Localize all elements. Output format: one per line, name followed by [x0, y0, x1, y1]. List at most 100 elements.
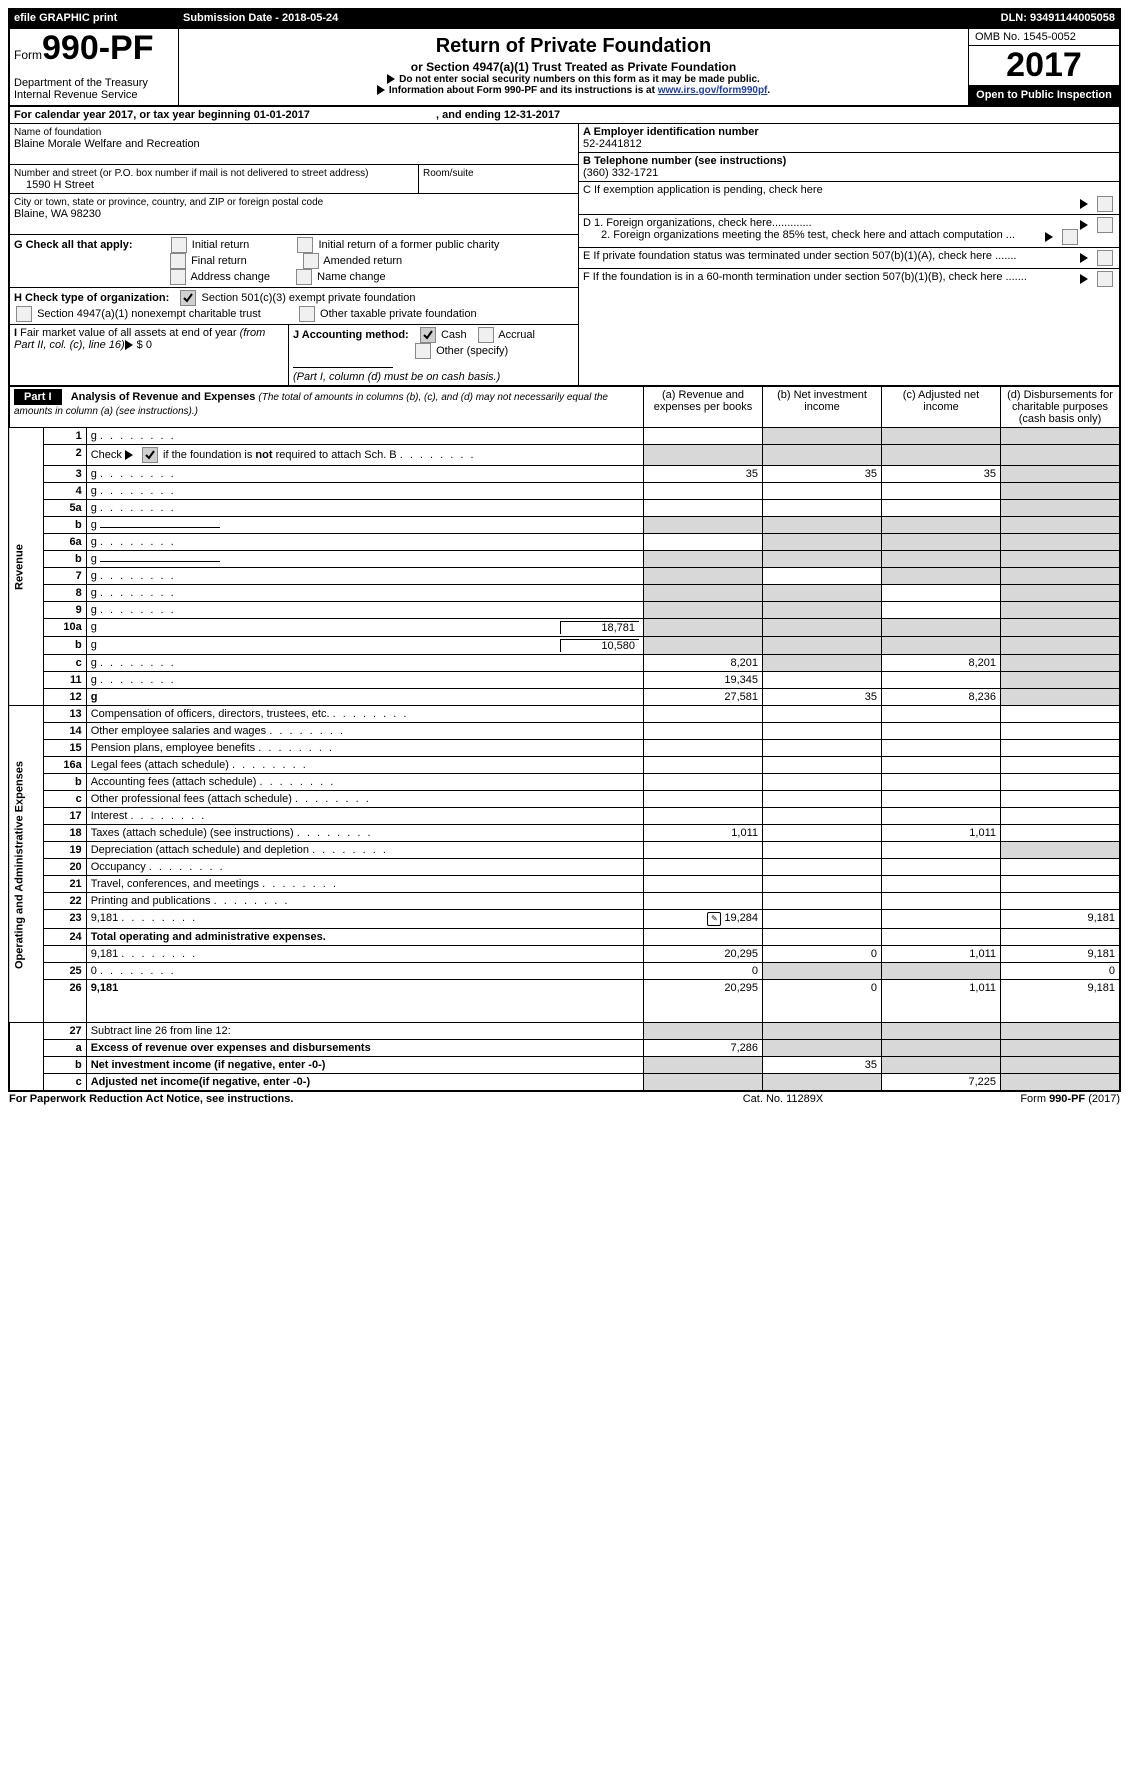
value-cell	[644, 483, 763, 500]
checkbox-e[interactable]	[1097, 250, 1113, 266]
irs-link[interactable]: www.irs.gov/form990pf	[658, 85, 768, 96]
line-desc: g	[86, 534, 643, 551]
value-cell	[882, 517, 1001, 534]
value-cell: 8,201	[882, 655, 1001, 672]
city-state: City or town, state or province, country…	[9, 194, 579, 235]
value-cell	[1001, 517, 1121, 534]
value-cell	[644, 619, 763, 637]
value-cell	[644, 428, 763, 445]
checkbox-c[interactable]	[1097, 196, 1113, 212]
section-g: G Check all that apply: Initial return I…	[9, 235, 579, 288]
revenue-label: Revenue	[9, 428, 43, 706]
footer-left: For Paperwork Reduction Act Notice, see …	[8, 1092, 685, 1106]
value-cell	[644, 500, 763, 517]
submission-date: Submission Date - 2018-05-24	[179, 9, 448, 27]
line-num: 5a	[43, 500, 86, 517]
checkbox-cash[interactable]	[420, 327, 436, 343]
value-cell: 19,345	[644, 672, 763, 689]
value-cell	[763, 585, 882, 602]
checkbox-d2[interactable]	[1062, 229, 1078, 245]
value-cell	[644, 585, 763, 602]
form-header: Form990-PF Department of the Treasury In…	[8, 28, 1121, 107]
value-cell: 27,581	[644, 689, 763, 706]
checkbox-f[interactable]	[1097, 271, 1113, 287]
part1-header: Part I Analysis of Revenue and Expenses …	[9, 387, 644, 428]
form-title-cell: Return of Private Foundation or Section …	[179, 29, 969, 107]
checkbox-h3[interactable]	[299, 306, 315, 322]
line-desc: g	[86, 500, 643, 517]
value-cell: 35	[763, 689, 882, 706]
value-cell	[644, 637, 763, 655]
line-num: 11	[43, 672, 86, 689]
value-cell: 8,236	[882, 689, 1001, 706]
line-desc: g	[86, 585, 643, 602]
right-info-column: A Employer identification number52-24418…	[579, 124, 1121, 386]
line-num: 7	[43, 568, 86, 585]
value-cell	[882, 534, 1001, 551]
value-cell	[763, 655, 882, 672]
value-cell	[882, 619, 1001, 637]
line-desc: g	[86, 517, 643, 534]
value-cell	[763, 568, 882, 585]
line-num: b	[43, 637, 86, 655]
line-desc: g	[86, 551, 643, 568]
checkbox-d1[interactable]	[1097, 217, 1113, 233]
year-box: OMB No. 1545-0052 2017 Open to Public In…	[969, 29, 1121, 107]
value-cell	[763, 500, 882, 517]
value-cell	[1001, 500, 1121, 517]
col-a: (a) Revenue and expenses per books	[644, 387, 763, 428]
attachment-icon[interactable]: ✎	[707, 912, 721, 926]
value-cell	[1001, 466, 1121, 483]
line-desc: g	[86, 428, 643, 445]
section-h-i-j: H Check type of organization: Section 50…	[9, 288, 579, 386]
value-cell	[763, 428, 882, 445]
line-desc: g	[86, 655, 643, 672]
value-cell	[763, 672, 882, 689]
value-cell	[644, 602, 763, 619]
footer: For Paperwork Reduction Act Notice, see …	[8, 1092, 1121, 1106]
value-cell: 35	[882, 466, 1001, 483]
checkbox-accrual[interactable]	[478, 327, 494, 343]
value-cell	[1001, 445, 1121, 466]
line-desc: g	[86, 483, 643, 500]
checkbox-h2[interactable]	[16, 306, 32, 322]
value-cell	[882, 428, 1001, 445]
dln: DLN: 93491144005058	[911, 9, 1121, 27]
form-number-cell: Form990-PF Department of the Treasury In…	[9, 29, 179, 107]
value-cell	[644, 445, 763, 466]
line-num: 1	[43, 428, 86, 445]
value-cell	[882, 602, 1001, 619]
room-suite: Room/suite	[419, 165, 579, 193]
checkbox-h1[interactable]	[180, 290, 196, 306]
col-b: (b) Net investment income	[763, 387, 882, 428]
value-cell	[1001, 428, 1121, 445]
value-cell	[882, 445, 1001, 466]
line-num: b	[43, 517, 86, 534]
value-cell: 35	[644, 466, 763, 483]
line-desc: g	[86, 466, 643, 483]
value-cell: 35	[763, 466, 882, 483]
line-desc: g	[86, 672, 643, 689]
form-title: Return of Private Foundation	[183, 35, 964, 58]
value-cell	[882, 637, 1001, 655]
value-cell	[763, 534, 882, 551]
footer-right: Form 990-PF (2017)	[881, 1092, 1121, 1106]
line-num: 2	[43, 445, 86, 466]
part1-table: Part I Analysis of Revenue and Expenses …	[8, 386, 1121, 1092]
line-num: 4	[43, 483, 86, 500]
line-num: 8	[43, 585, 86, 602]
value-cell	[882, 483, 1001, 500]
value-cell	[882, 672, 1001, 689]
efile-label: efile GRAPHIC print	[9, 9, 179, 27]
value-cell	[1001, 619, 1121, 637]
value-cell	[644, 568, 763, 585]
col-c: (c) Adjusted net income	[882, 387, 1001, 428]
line-num: 6a	[43, 534, 86, 551]
line-num: b	[43, 551, 86, 568]
value-cell	[763, 619, 882, 637]
line-desc: g	[86, 689, 643, 706]
value-cell	[763, 445, 882, 466]
value-cell	[882, 500, 1001, 517]
top-bar: efile GRAPHIC print Submission Date - 20…	[8, 8, 1121, 28]
value-cell	[882, 568, 1001, 585]
